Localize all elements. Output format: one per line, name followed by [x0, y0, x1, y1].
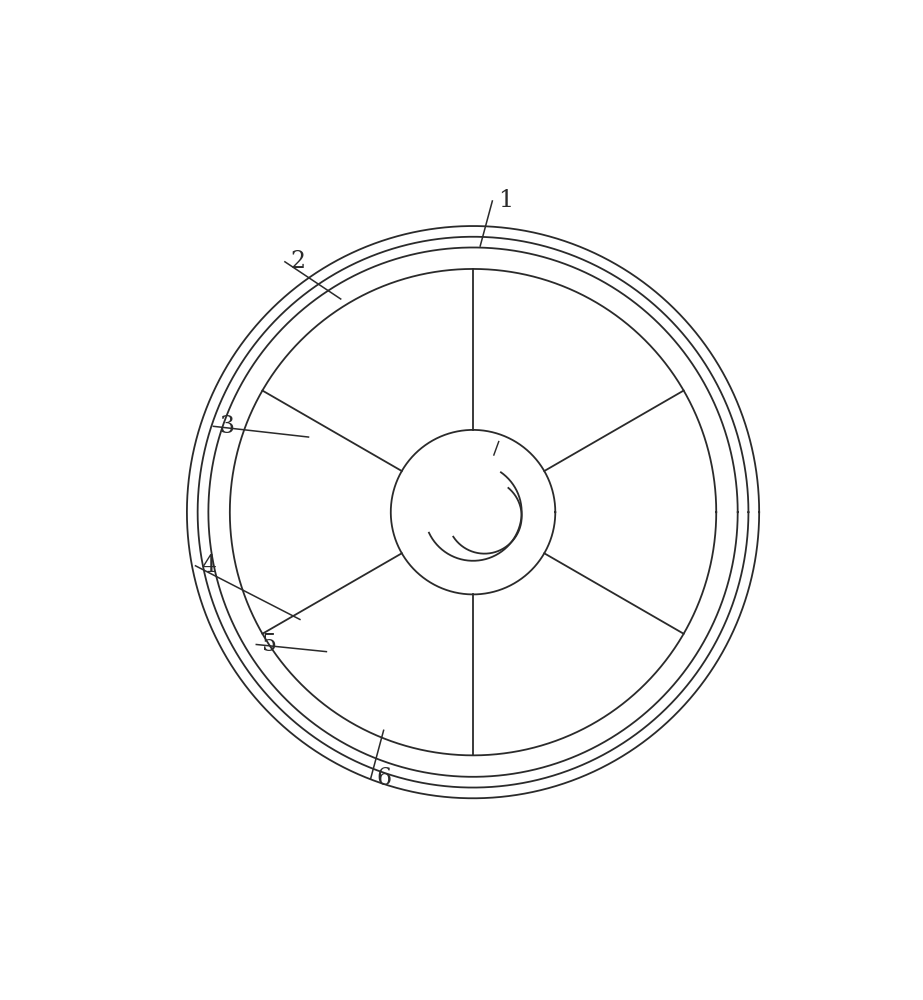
Text: 4: 4	[201, 554, 216, 577]
Text: 6: 6	[376, 767, 391, 790]
Text: 3: 3	[219, 415, 234, 438]
Text: 5: 5	[261, 633, 277, 656]
Text: 2: 2	[290, 250, 306, 273]
Text: 1: 1	[497, 189, 513, 212]
